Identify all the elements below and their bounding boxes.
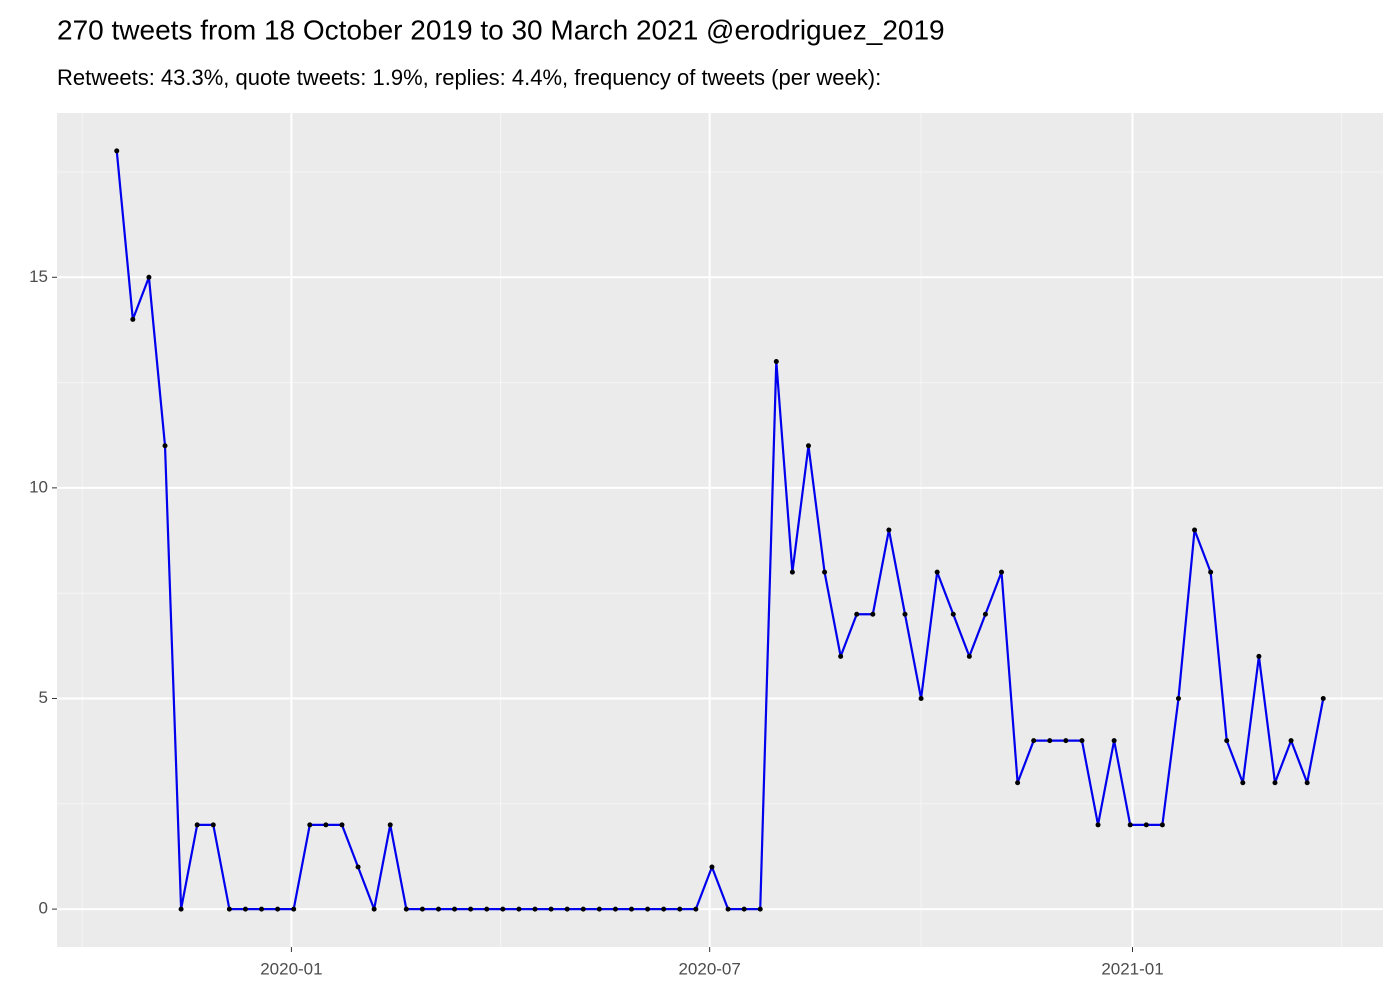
data-point <box>1192 527 1198 533</box>
data-point <box>854 611 860 617</box>
data-point <box>532 906 538 912</box>
data-point <box>580 906 586 912</box>
y-tick-label: 10 <box>29 477 48 496</box>
data-point <box>130 316 136 322</box>
data-point <box>950 611 956 617</box>
data-point <box>1320 695 1326 701</box>
data-point <box>564 906 570 912</box>
data-point <box>468 906 474 912</box>
data-point <box>789 569 795 575</box>
data-point <box>1175 695 1181 701</box>
data-point <box>178 906 184 912</box>
data-point <box>677 906 683 912</box>
data-point <box>918 695 924 701</box>
data-point <box>725 906 731 912</box>
data-point <box>629 906 635 912</box>
x-tick-label: 2020-07 <box>678 959 740 978</box>
data-point <box>757 906 763 912</box>
data-point <box>1127 822 1133 828</box>
data-point <box>1063 738 1069 744</box>
data-point <box>1095 822 1101 828</box>
data-point <box>1304 780 1310 786</box>
y-tick-label: 15 <box>29 267 48 286</box>
data-point <box>934 569 940 575</box>
data-point <box>403 906 409 912</box>
data-point <box>1256 653 1262 659</box>
data-point <box>886 527 892 533</box>
data-point <box>709 864 715 870</box>
data-point <box>194 822 200 828</box>
data-point <box>323 822 329 828</box>
data-point <box>387 822 393 828</box>
data-point <box>966 653 972 659</box>
data-point <box>1143 822 1149 828</box>
data-point <box>548 906 554 912</box>
plot-panel <box>57 113 1383 947</box>
data-point <box>259 906 265 912</box>
data-point <box>452 906 458 912</box>
data-point <box>275 906 281 912</box>
data-point <box>419 906 425 912</box>
data-point <box>982 611 988 617</box>
data-point <box>435 906 441 912</box>
data-point <box>1079 738 1085 744</box>
data-point <box>162 443 168 449</box>
chart-subtitle: Retweets: 43.3%, quote tweets: 1.9%, rep… <box>57 65 881 90</box>
data-point <box>902 611 908 617</box>
data-point <box>516 906 522 912</box>
data-point <box>355 864 361 870</box>
chart-title: 270 tweets from 18 October 2019 to 30 Ma… <box>57 14 945 45</box>
data-point <box>741 906 747 912</box>
data-point <box>114 148 120 154</box>
data-point <box>291 906 297 912</box>
x-tick-label: 2020-01 <box>260 959 322 978</box>
data-point <box>1272 780 1278 786</box>
data-point <box>1224 738 1230 744</box>
data-point <box>146 274 152 280</box>
data-point <box>1288 738 1294 744</box>
data-point <box>307 822 313 828</box>
data-point <box>838 653 844 659</box>
data-point <box>870 611 876 617</box>
data-point <box>661 906 667 912</box>
data-point <box>1111 738 1117 744</box>
data-point <box>612 906 618 912</box>
data-point <box>773 359 779 365</box>
data-point <box>242 906 248 912</box>
data-point <box>339 822 345 828</box>
data-point <box>1240 780 1246 786</box>
x-tick-label: 2021-01 <box>1101 959 1163 978</box>
data-point <box>693 906 699 912</box>
data-point <box>822 569 828 575</box>
data-point <box>1015 780 1021 786</box>
data-point <box>484 906 490 912</box>
y-tick-label: 0 <box>39 899 48 918</box>
data-point <box>1047 738 1053 744</box>
data-point <box>371 906 377 912</box>
data-point <box>1208 569 1214 575</box>
data-point <box>645 906 651 912</box>
data-point <box>226 906 232 912</box>
data-point <box>500 906 506 912</box>
data-point <box>805 443 811 449</box>
y-tick-label: 5 <box>39 688 48 707</box>
series-line <box>115 150 1325 911</box>
data-point <box>1159 822 1165 828</box>
data-point <box>1031 738 1037 744</box>
data-point <box>999 569 1005 575</box>
data-point <box>210 822 216 828</box>
data-point <box>596 906 602 912</box>
